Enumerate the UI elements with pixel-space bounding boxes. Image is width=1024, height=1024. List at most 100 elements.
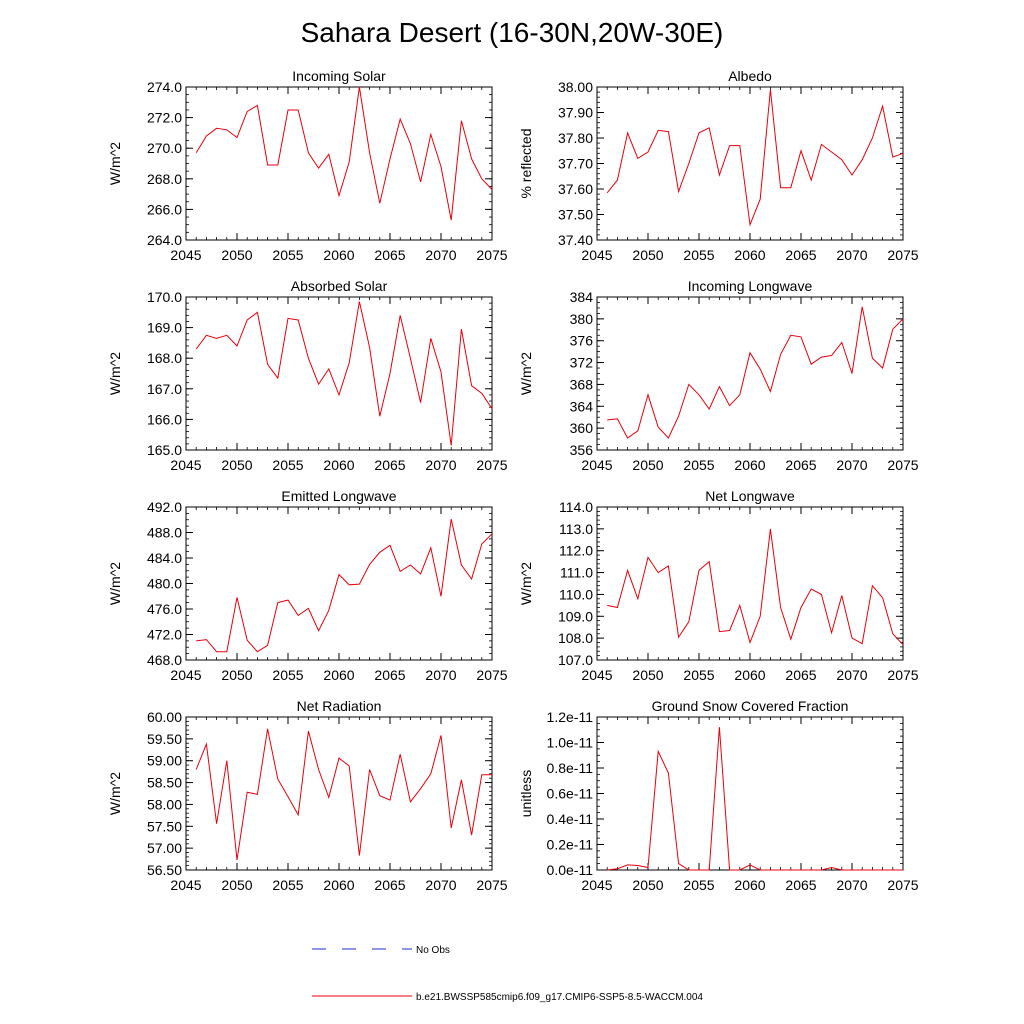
- y-tick-label: 270.0: [147, 140, 182, 156]
- panel-net-radiation: Net Radiation W/m^2 2045 2050 2055 2060 2065 20…: [107, 698, 508, 893]
- x-tick-label: 2055: [683, 667, 714, 683]
- panel-title: Incoming Solar: [292, 68, 386, 84]
- panel-incoming-solar: Incoming Solar W/m^2 2045 2050 2055 2060 2065 2…: [107, 68, 508, 263]
- y-tick-label: 0.0e-11: [547, 862, 594, 878]
- x-tick-label: 2065: [785, 877, 816, 893]
- x-tick-label: 2060: [734, 247, 765, 263]
- x-tick-label: 2055: [272, 247, 303, 263]
- x-tick-label: 2065: [374, 247, 405, 263]
- x-tick-label: 2055: [272, 457, 303, 473]
- y-tick-label: 480.0: [147, 576, 182, 592]
- y-tick-label: 472.0: [147, 627, 182, 643]
- y-tick-label: 37.80: [558, 130, 593, 146]
- panels-group: Incoming Solar W/m^2 2045 2050 2055 2060 2065 2…: [107, 68, 919, 893]
- panel-albedo: Albedo % reflected 2045 2050 2055 2060 2065 207…: [518, 68, 919, 263]
- x-tick-label: 2045: [581, 247, 612, 263]
- y-tick-label: 166.0: [147, 411, 182, 427]
- y-tick-label: 264.0: [147, 232, 182, 248]
- y-axis-label: W/m^2: [107, 772, 123, 815]
- x-tick-label: 2050: [221, 457, 252, 473]
- x-tick-label: 2045: [170, 457, 201, 473]
- series-line-incoming-longwave: [607, 306, 904, 439]
- y-tick-label: 274.0: [147, 79, 182, 95]
- x-tick-label: 2060: [323, 457, 354, 473]
- x-tick-label: 2045: [170, 247, 201, 263]
- y-tick-label: 59.00: [147, 753, 182, 769]
- plot-frame: [596, 716, 904, 871]
- y-tick-label: 111.0: [560, 565, 593, 581]
- panel-title: Emitted Longwave: [281, 488, 396, 504]
- y-tick-label: 60.00: [147, 709, 182, 725]
- x-tick-label: 2055: [683, 247, 714, 263]
- y-axis-label: W/m^2: [518, 562, 534, 605]
- panel-title: Net Longwave: [705, 488, 795, 504]
- y-tick-label: 484.0: [147, 550, 182, 566]
- y-tick-label: 58.00: [147, 796, 182, 812]
- y-tick-label: 268.0: [147, 171, 182, 187]
- x-tick-label: 2065: [374, 877, 405, 893]
- plot-frame: [185, 296, 493, 451]
- y-tick-label: 170.0: [147, 289, 182, 305]
- x-tick-label: 2050: [221, 667, 252, 683]
- y-tick-label: 109.0: [558, 608, 593, 624]
- x-tick-label: 2075: [476, 877, 507, 893]
- series-line-albedo: [606, 89, 904, 227]
- x-tick-label: 2050: [632, 877, 663, 893]
- x-tick-label: 2065: [374, 667, 405, 683]
- y-tick-label: 0.8e-11: [547, 760, 594, 776]
- x-tick-label: 2070: [836, 877, 867, 893]
- y-axis-label: W/m^2: [107, 142, 123, 185]
- series-line-absorbed-solar: [195, 301, 493, 446]
- panel-title: Absorbed Solar: [291, 278, 388, 294]
- plot-frame: [185, 506, 493, 661]
- x-tick-label: 2060: [323, 667, 354, 683]
- y-tick-label: 37.50: [558, 207, 593, 223]
- y-tick-label: 0.4e-11: [547, 811, 594, 827]
- x-tick-label: 2070: [425, 667, 456, 683]
- y-axis-label: W/m^2: [107, 562, 123, 605]
- panel-absorbed-solar: Absorbed Solar W/m^2 2045 2050 2055 2060 2065 2…: [107, 278, 508, 473]
- y-tick-label: 372: [570, 355, 594, 371]
- y-tick-label: 37.70: [558, 156, 593, 172]
- x-tick-label: 2060: [734, 667, 765, 683]
- plot-frame: [185, 86, 493, 241]
- x-tick-label: 2055: [683, 457, 714, 473]
- x-tick-label: 2075: [476, 667, 507, 683]
- y-tick-label: 114.0: [559, 499, 593, 515]
- panel-emitted-longwave: Emitted Longwave W/m^2 2045 2050 2055 2060 206…: [107, 488, 508, 683]
- plot-frame: [596, 506, 904, 661]
- y-tick-label: 169.0: [147, 320, 182, 336]
- x-tick-label: 2065: [374, 457, 405, 473]
- y-tick-label: 37.60: [558, 181, 593, 197]
- x-tick-label: 2075: [887, 457, 918, 473]
- y-axis-label: unitless: [518, 770, 534, 817]
- x-tick-label: 2065: [785, 667, 816, 683]
- x-tick-label: 2070: [425, 247, 456, 263]
- panel-incoming-longwave: Incoming Longwave W/m^2 2045 2050 2055 2060 20…: [518, 278, 919, 473]
- y-tick-label: 165.0: [147, 442, 182, 458]
- figure-title: Sahara Desert (16-30N,20W-30E): [301, 17, 724, 48]
- y-tick-label: 356: [570, 442, 594, 458]
- y-tick-label: 0.6e-11: [547, 786, 594, 802]
- y-tick-label: 1.2e-11: [547, 709, 594, 725]
- x-tick-label: 2045: [581, 667, 612, 683]
- y-tick-label: 384: [570, 289, 594, 305]
- y-tick-label: 107.0: [558, 652, 593, 668]
- y-axis-label: W/m^2: [107, 352, 123, 395]
- x-tick-label: 2055: [683, 877, 714, 893]
- x-tick-label: 2045: [581, 877, 612, 893]
- plot-frame: [596, 86, 904, 241]
- x-tick-label: 2060: [323, 877, 354, 893]
- legend-model-label: b.e21.BWSSP585cmip6.f09_g17.CMIP6-SSP5-8…: [416, 992, 703, 1003]
- y-tick-label: 0.2e-11: [547, 837, 594, 853]
- y-tick-label: 368: [570, 376, 594, 392]
- x-tick-label: 2045: [170, 667, 201, 683]
- legend: No Obs b.e21.BWSSP585cmip6.f09_g17.CMIP6…: [312, 945, 703, 1003]
- y-tick-label: 56.50: [147, 862, 182, 878]
- y-tick-label: 37.40: [558, 232, 593, 248]
- panel-title: Net Radiation: [297, 698, 382, 714]
- y-tick-label: 272.0: [147, 110, 182, 126]
- y-axis-label: % reflected: [518, 128, 534, 198]
- y-tick-label: 266.0: [147, 201, 182, 217]
